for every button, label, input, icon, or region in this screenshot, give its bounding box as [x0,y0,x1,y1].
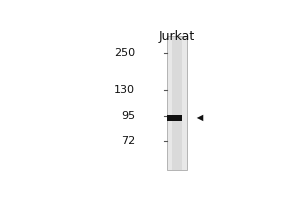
Text: Jurkat: Jurkat [159,30,195,43]
Bar [167,115,182,121]
Text: 250: 250 [114,48,135,58]
Bar [172,36,182,170]
Text: 95: 95 [121,111,135,121]
Bar [167,36,188,170]
Text: 72: 72 [121,136,135,146]
Polygon shape [197,115,203,121]
Text: 130: 130 [114,85,135,95]
